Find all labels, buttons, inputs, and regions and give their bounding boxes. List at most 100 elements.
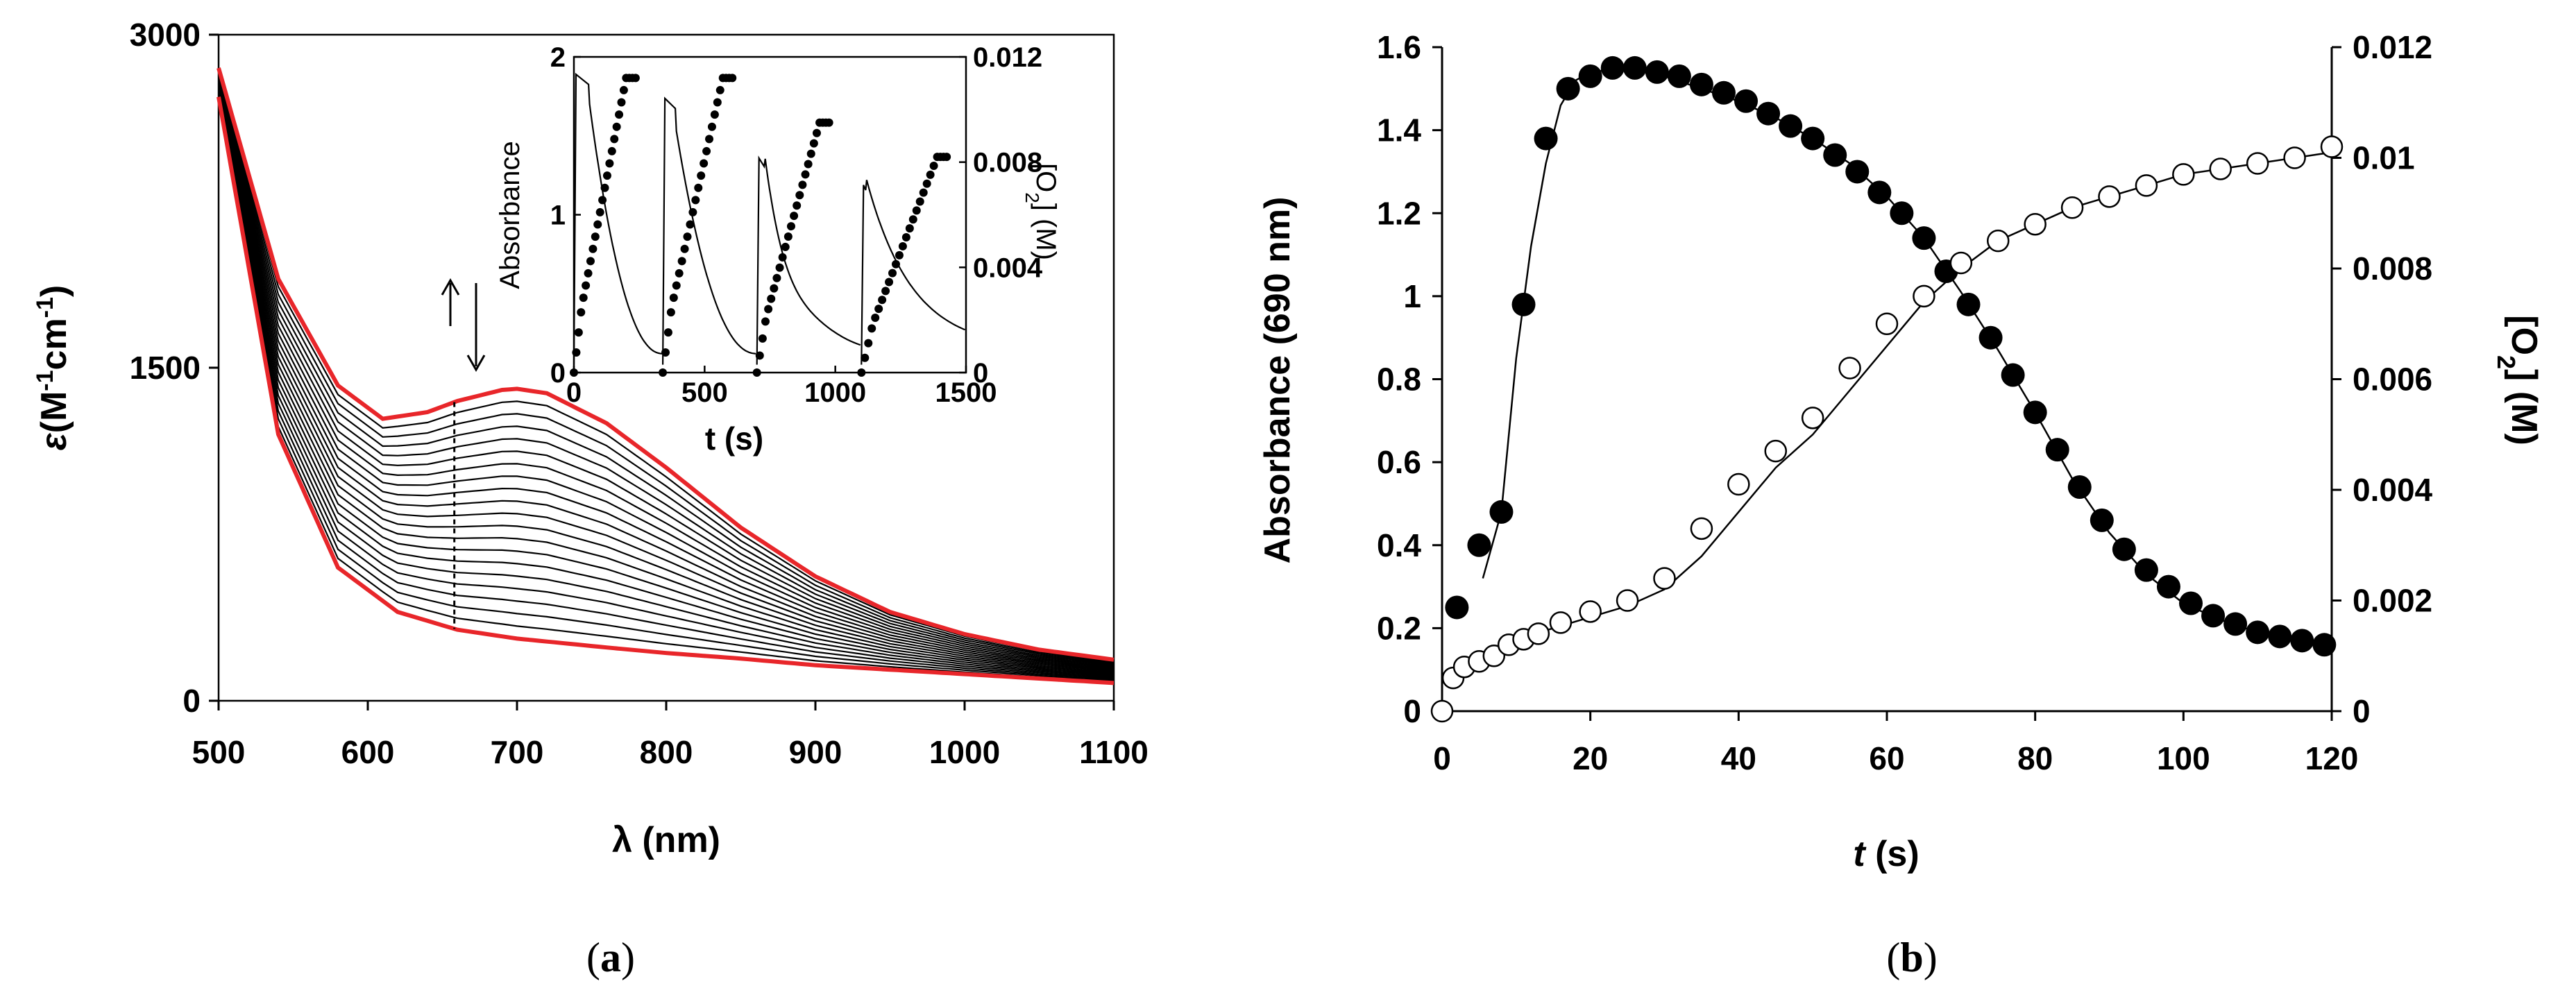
inset-o2-point [901, 233, 910, 242]
inset-y-right-ticks: 0 0.004 0.008 0.012 [959, 42, 1043, 389]
inset-y-right-tick-label: 0.008 [973, 148, 1042, 178]
inset-o2-point [675, 269, 684, 278]
inset-o2-point [598, 196, 607, 205]
absorbance-point [2134, 558, 2158, 582]
absorbance-point [2067, 475, 2092, 500]
y-right-tick-label: 0.006 [2353, 361, 2432, 398]
inset-o2-point [912, 206, 921, 215]
y-right-tick-label: 0.004 [2353, 472, 2433, 508]
inset-o2-point [809, 139, 818, 148]
y-right-tick-label: 0.01 [2353, 140, 2415, 176]
absorbance-point [2312, 633, 2337, 657]
spectrum-line [217, 94, 1115, 682]
absorbance-point [1689, 72, 1713, 96]
inset-o2-point [783, 232, 793, 241]
inset-absorbance-curve [756, 155, 861, 365]
absorbance-point [1890, 201, 1914, 225]
spectrum-line [217, 86, 1115, 676]
spectrum-line [217, 78, 1115, 669]
inset-absorbance-curve [861, 180, 965, 365]
inset-o2-point [574, 328, 583, 337]
y-left-tick-label: 1.6 [1377, 29, 1421, 65]
inset-o2-point [804, 160, 813, 169]
inset-o2-point [713, 98, 722, 107]
absorbance-point [2001, 363, 2025, 387]
inset-o2-point [775, 263, 784, 272]
inset-o2-point [888, 269, 897, 278]
o2-point [2172, 163, 2195, 186]
absorbance-point [1467, 533, 1491, 557]
absorbance-point [1578, 64, 1602, 88]
absorbance-point [2023, 400, 2047, 425]
absorbance-point [2201, 604, 2226, 628]
inset-o2-point [591, 232, 600, 241]
inset-o2-point [612, 122, 621, 131]
o2-point [1764, 439, 1787, 463]
o2-point [2209, 157, 2232, 180]
inset-o2-point [705, 135, 714, 144]
y-left-tick-label: 1 [1403, 278, 1421, 314]
spectra-family [217, 69, 1115, 683]
spectrum-line [217, 82, 1115, 672]
spectrum-line [217, 79, 1115, 670]
inset-o2-point [915, 197, 924, 206]
final-spectrum-red [217, 96, 1115, 685]
o2-point [2098, 185, 2121, 208]
inset-o2-point [631, 74, 640, 83]
inset-x-ticks: 0 500 1000 1500 [566, 366, 997, 408]
inset-o2-point [602, 171, 611, 180]
inset-o2-point [615, 110, 624, 119]
spectrum-line [217, 83, 1115, 674]
inset-o2-point [767, 294, 776, 303]
inset-y-left-tick-label: 0 [550, 358, 566, 389]
o2-point [1430, 699, 1454, 723]
inset-o2-point [669, 293, 678, 303]
y-right-tick-label: 0 [2353, 693, 2371, 729]
inset-o2-point [619, 85, 628, 94]
absorbance-point [1556, 76, 1580, 101]
inset-o2-point [661, 348, 670, 357]
inset-o2-point [772, 273, 781, 282]
inset-o2-point [586, 257, 595, 266]
absorbance-point [2045, 438, 2069, 462]
spectrum-line [217, 80, 1115, 671]
y-left-ticks-b: 0 0.2 0.4 0.6 0.8 1 1.2 1.4 1.6 [1377, 29, 1442, 729]
inset-o2-point [610, 135, 619, 144]
absorbance-point [1711, 80, 1736, 105]
inset-o2-point [761, 317, 770, 326]
x-tick-label: 60 [1869, 740, 1904, 776]
o2-point [2135, 174, 2158, 197]
inset-o2-point [895, 250, 904, 259]
inset-y-right-tick-label: 0.004 [973, 253, 1043, 283]
absorbance-point [1956, 292, 1981, 316]
inset-o2-point [677, 257, 686, 266]
inset-y-right-tick-label: 0 [973, 358, 988, 389]
initial-spectrum-red [217, 67, 1115, 662]
spectrum-line [217, 75, 1115, 667]
x-tick-label: 20 [1573, 740, 1608, 776]
o2-point [1727, 472, 1750, 496]
inset-o2-point [666, 308, 675, 317]
absorbance-point [1867, 180, 1892, 205]
inset-o2-point [898, 241, 907, 250]
inset-o2-point [878, 296, 887, 305]
absorbance-points [1445, 56, 2337, 657]
inset-o2-point [582, 281, 591, 290]
arrow-down [466, 283, 486, 373]
absorbance-point [1489, 500, 1514, 524]
caption-a: (a) [586, 935, 635, 980]
inset-o2-point [593, 220, 602, 229]
o2-point [1801, 407, 1824, 429]
absorbance-fit-line [1482, 67, 2332, 646]
y-left-tick-label: 0.2 [1377, 610, 1421, 646]
o2-point [1527, 622, 1550, 645]
absorbance-point [2290, 629, 2314, 653]
inset-o2-point [728, 74, 737, 83]
inset-o2-point [922, 179, 931, 188]
x-ticks-a: 500 600 700 800 900 1000 1100 [192, 701, 1149, 770]
y-left-tick-label: 1.4 [1377, 112, 1421, 148]
absorbance-point [1845, 160, 1870, 184]
o2-point [1913, 284, 1935, 308]
inset-o2-point [885, 278, 894, 287]
